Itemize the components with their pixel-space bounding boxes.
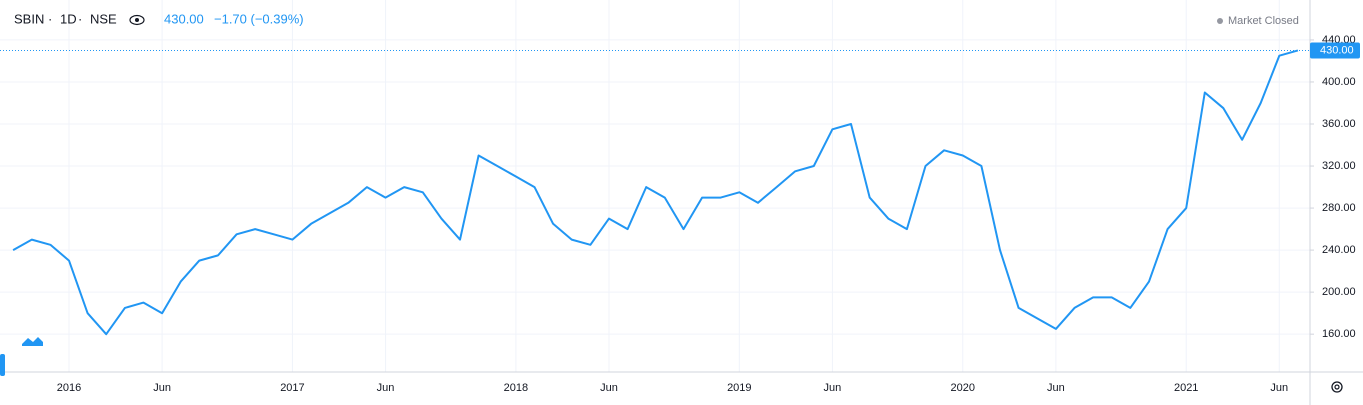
- y-tick-label: 200.00: [1322, 286, 1356, 298]
- quote: 430.00: [164, 11, 204, 26]
- grid: [0, 0, 1310, 372]
- y-tick-label: 240.00: [1322, 244, 1356, 256]
- side-tab[interactable]: [0, 354, 5, 376]
- market-status: Market Closed: [1228, 15, 1299, 27]
- last-price-box: [1310, 42, 1360, 59]
- x-tick-label: 2017: [280, 382, 304, 394]
- x-tick-label: Jun: [153, 382, 171, 394]
- x-tick-label: Jun: [1270, 382, 1288, 394]
- eye-icon[interactable]: [129, 14, 145, 26]
- y-tick-label: 280.00: [1322, 202, 1356, 214]
- x-tick-label: Jun: [824, 382, 842, 394]
- y-tick-label: 320.00: [1322, 160, 1356, 172]
- y-tick-label: 160.00: [1322, 328, 1356, 340]
- x-tick-label: Jun: [1047, 382, 1065, 394]
- symbol: SBIN: [14, 11, 44, 26]
- last-price-label: 430.00: [1320, 44, 1354, 56]
- y-tick-label: 360.00: [1322, 118, 1356, 130]
- dot: ·: [48, 11, 52, 26]
- status-dot: [1217, 18, 1223, 24]
- x-tick-label: 2018: [504, 382, 528, 394]
- x-tick-label: Jun: [377, 382, 395, 394]
- interval: 1D: [60, 11, 77, 26]
- change: −1.70 (−0.39%): [214, 11, 304, 26]
- x-tick-label: 2016: [57, 382, 81, 394]
- x-tick-label: 2019: [727, 382, 751, 394]
- x-tick-label: 2020: [951, 382, 975, 394]
- price-line: [12, 49, 1299, 336]
- x-tick-label: 2021: [1174, 382, 1198, 394]
- x-tick-label: Jun: [600, 382, 618, 394]
- y-tick-label: 400.00: [1322, 76, 1356, 88]
- settings-icon[interactable]: [1331, 381, 1343, 393]
- dot: ·: [78, 11, 82, 26]
- exchange: NSE: [90, 11, 117, 26]
- logo: [22, 337, 43, 346]
